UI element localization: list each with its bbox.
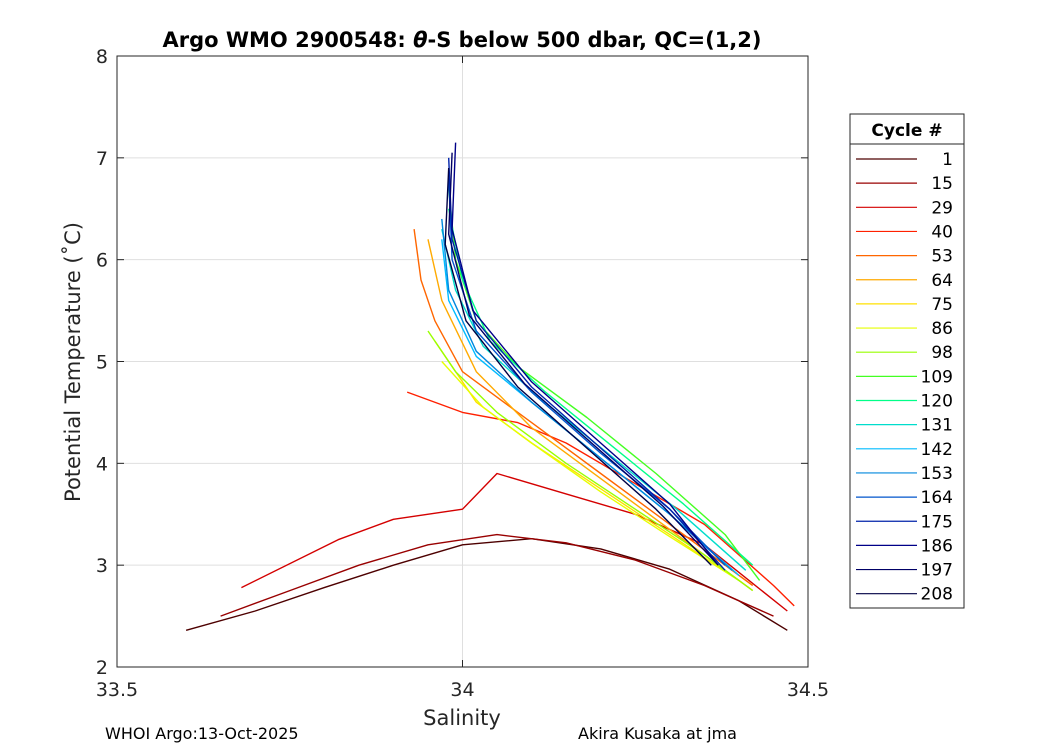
legend-label-208: 208 <box>921 585 953 605</box>
chart-title-theta: θ <box>413 28 427 52</box>
footer-author: Akira Kusaka at jma <box>578 724 737 743</box>
legend: Cycle # 1 15 29 40 53 64 75 86 98 109 120 131 142 153… <box>849 113 965 609</box>
legend-label-53: 53 <box>931 247 953 267</box>
series-line-cycle-64 <box>427 239 754 592</box>
series-line-cycle-15 <box>220 533 774 617</box>
y-tick-label: 2 <box>96 657 108 679</box>
grid-lines <box>117 56 808 667</box>
y-tick-label: 4 <box>96 453 108 475</box>
legend-label-64: 64 <box>931 271 953 291</box>
legend-box <box>849 113 965 609</box>
series-line-cycle-208 <box>444 167 712 566</box>
x-tick-label: 33.5 <box>96 679 138 701</box>
series-line-cycle-197 <box>448 152 719 566</box>
legend-label-86: 86 <box>931 319 953 339</box>
series-line-cycle-40 <box>406 391 795 607</box>
y-tick-label: 6 <box>96 250 108 272</box>
legend-label-131: 131 <box>921 416 953 436</box>
series-line-cycle-175 <box>448 157 726 571</box>
y-tick-label: 8 <box>96 46 108 68</box>
footer-source: WHOI Argo:13-Oct-2025 <box>105 724 299 743</box>
legend-label-164: 164 <box>921 488 953 508</box>
x-tick-label: 34.5 <box>787 679 829 701</box>
legend-label-1: 1 <box>942 150 953 170</box>
y-tick-label: 3 <box>96 555 108 577</box>
series-line-cycle-98 <box>427 330 754 592</box>
legend-label-40: 40 <box>931 222 953 242</box>
legend-label-109: 109 <box>921 367 953 387</box>
legend-label-153: 153 <box>921 464 953 484</box>
legend-entries: 1 15 29 40 53 64 75 86 98 109 120 131 142 153 164 175 18… <box>856 150 953 605</box>
legend-label-98: 98 <box>931 343 953 363</box>
x-axis-label: Salinity <box>423 706 501 730</box>
chart-title-part-2: -S below 500 dbar, QC=(1,2) <box>428 28 762 52</box>
series-line-cycle-109 <box>448 188 761 581</box>
legend-label-175: 175 <box>921 512 953 532</box>
series-line-cycle-120 <box>448 208 754 566</box>
x-tick-label: 34 <box>450 679 474 701</box>
legend-label-120: 120 <box>921 392 953 412</box>
legend-label-142: 142 <box>921 440 953 460</box>
legend-label-75: 75 <box>931 295 953 315</box>
legend-label-197: 197 <box>921 561 953 581</box>
data-series <box>185 142 795 631</box>
y-tick-label: 7 <box>96 148 108 170</box>
y-axis-label: Potential Temperature (˚C) <box>61 222 85 502</box>
legend-label-29: 29 <box>931 198 953 218</box>
chart-title-part-1: Argo WMO 2900548: <box>162 28 413 52</box>
series-line-cycle-86 <box>441 361 740 581</box>
legend-label-186: 186 <box>921 536 953 556</box>
series-line-cycle-131 <box>441 228 747 571</box>
legend-title: Cycle # <box>871 121 942 141</box>
series-line-cycle-53 <box>413 229 754 587</box>
chart-title: Argo WMO 2900548: θ-S below 500 dbar, QC… <box>162 28 761 52</box>
series-line-cycle-186 <box>451 142 719 566</box>
y-tick-label: 5 <box>96 352 108 374</box>
legend-label-15: 15 <box>931 174 953 194</box>
